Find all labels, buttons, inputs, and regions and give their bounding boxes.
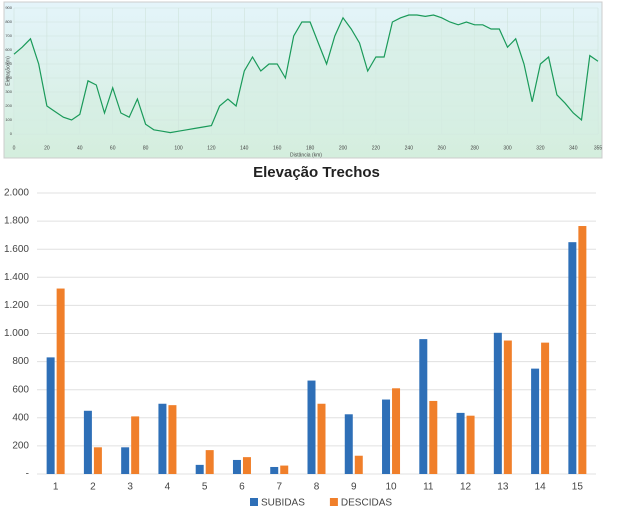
y-tick-label: 600 xyxy=(5,47,12,52)
bar xyxy=(466,415,475,474)
x-tick-label: 60 xyxy=(110,145,116,151)
x-tick-label: 200 xyxy=(339,145,348,151)
x-tick-label: 280 xyxy=(470,145,479,151)
bar xyxy=(541,342,550,474)
bar xyxy=(456,412,465,474)
x-tick-label: 6 xyxy=(239,482,245,493)
y-tick-label: - xyxy=(26,469,29,480)
x-tick-label: 11 xyxy=(423,482,434,493)
x-tick-label: 140 xyxy=(240,145,249,151)
x-tick-label: 320 xyxy=(536,145,545,151)
y-tick-label: 900 xyxy=(5,5,12,10)
chart-title: Elevação Trechos xyxy=(253,164,380,181)
y-tick-label: 300 xyxy=(5,89,12,94)
x-tick-label: 4 xyxy=(165,482,171,493)
x-tick-label: 3 xyxy=(127,482,133,493)
x-tick-label: 8 xyxy=(314,482,320,493)
x-tick-label: 100 xyxy=(174,145,183,151)
x-tick-label: 14 xyxy=(535,482,547,493)
x-tick-label: 260 xyxy=(438,145,447,151)
y-tick-label: 1.800 xyxy=(4,216,29,227)
x-tick-label: 355 xyxy=(594,145,603,151)
x-tick-label: 13 xyxy=(497,482,509,493)
bar xyxy=(307,380,316,474)
y-tick-label: 200 xyxy=(5,103,12,108)
y-tick-label: 600 xyxy=(12,384,29,395)
y-tick-label: 800 xyxy=(5,19,12,24)
bar xyxy=(131,416,140,474)
y-tick-label: 400 xyxy=(5,75,12,80)
bar xyxy=(232,459,241,474)
x-tick-label: 9 xyxy=(351,482,357,493)
x-tick-label: 180 xyxy=(306,145,315,151)
bar xyxy=(392,388,401,474)
bar xyxy=(493,332,502,474)
x-tick-label: 40 xyxy=(77,145,83,151)
y-tick-label: 400 xyxy=(12,412,29,423)
bar xyxy=(46,357,55,474)
x-tick-label: 220 xyxy=(372,145,381,151)
y-tick-label: 800 xyxy=(12,356,29,367)
y-tick-label: 500 xyxy=(5,61,12,66)
x-tick-label: 12 xyxy=(460,482,472,493)
y-tick-label: 1.200 xyxy=(4,300,29,311)
elevation-area xyxy=(14,15,598,134)
bar xyxy=(317,403,326,474)
bar xyxy=(280,465,289,474)
bar xyxy=(93,447,102,474)
x-tick-label: 0 xyxy=(13,145,16,151)
bar xyxy=(354,455,363,474)
bar xyxy=(83,410,92,474)
bar xyxy=(121,447,130,474)
x-tick-label: 7 xyxy=(276,482,282,493)
y-tick-label: 1.600 xyxy=(4,244,29,255)
bar xyxy=(531,368,540,474)
bar xyxy=(158,403,167,474)
legend-label: SUBIDAS xyxy=(261,498,305,509)
bar xyxy=(419,339,428,474)
y-tick-label: 200 xyxy=(12,441,29,452)
bar xyxy=(578,226,587,474)
bar xyxy=(344,414,353,474)
bar xyxy=(56,288,65,474)
x-tick-label: 5 xyxy=(202,482,208,493)
bar xyxy=(429,400,438,474)
y-axis-title: Elevação (m) xyxy=(5,56,11,86)
y-tick-label: 1.000 xyxy=(4,328,29,339)
x-tick-label: 160 xyxy=(273,145,282,151)
legend-swatch xyxy=(329,498,338,506)
legend-label: DESCIDAS xyxy=(341,498,392,509)
bar xyxy=(242,457,251,474)
x-tick-label: 15 xyxy=(572,482,584,493)
x-tick-label: 300 xyxy=(503,145,512,151)
x-tick-label: 120 xyxy=(207,145,216,151)
y-tick-label: 0 xyxy=(10,131,13,136)
x-tick-label: 1 xyxy=(53,482,59,493)
y-tick-label: 700 xyxy=(5,33,12,38)
x-tick-label: 20 xyxy=(44,145,50,151)
x-tick-label: 2 xyxy=(90,482,96,493)
bar xyxy=(382,399,391,474)
x-tick-label: 240 xyxy=(405,145,414,151)
bar xyxy=(503,340,512,474)
bar xyxy=(270,466,279,474)
x-tick-label: 80 xyxy=(143,145,149,151)
legend-swatch xyxy=(250,498,258,506)
x-axis-title: Distância (km) xyxy=(290,152,322,158)
x-tick-label: 10 xyxy=(385,482,397,493)
bar xyxy=(568,242,577,474)
y-tick-label: 1.400 xyxy=(4,272,29,283)
y-tick-label: 2.000 xyxy=(4,188,29,199)
y-tick-label: 100 xyxy=(5,117,12,122)
bar xyxy=(168,405,177,474)
elevation-line xyxy=(13,14,599,134)
bar xyxy=(205,450,214,474)
x-tick-label: 340 xyxy=(569,145,578,151)
bar xyxy=(195,464,204,474)
